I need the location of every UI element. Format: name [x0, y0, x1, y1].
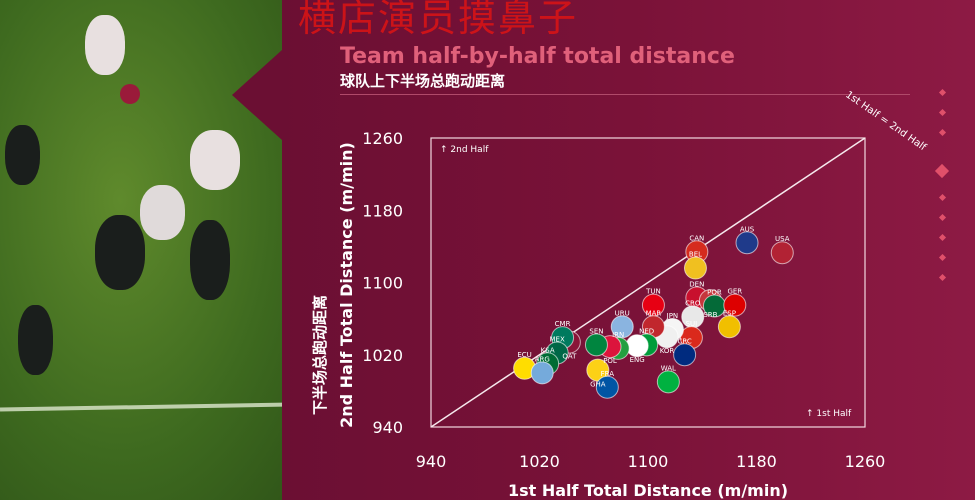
- flag-point-crc: [673, 343, 697, 367]
- y-tick-label: 940: [372, 418, 403, 437]
- point-label: IRN: [612, 331, 624, 339]
- player: [95, 215, 145, 290]
- point-label: WAL: [661, 364, 676, 372]
- y-axis-label-zh: 下半场总跑动距离: [311, 295, 329, 415]
- flag-point-bel: [683, 256, 707, 280]
- watermark: 横店演员摸鼻子: [298, 0, 579, 40]
- panel-notch: [232, 50, 282, 140]
- point-label: NED: [639, 327, 654, 335]
- corner-label-1st-half: ↑ 1st Half: [806, 409, 852, 419]
- point-label: POR: [707, 288, 722, 296]
- point-label: JPN: [666, 312, 679, 320]
- x-axis-label: 1st Half Total Distance (m/min): [508, 481, 788, 500]
- y-axis-label: 2nd Half Total Distance (m/min): [337, 142, 356, 428]
- point-label: CRC: [677, 337, 691, 345]
- point-label: KOR: [660, 347, 675, 355]
- point-label: AUS: [740, 225, 755, 233]
- player: [190, 130, 240, 190]
- title-divider: [340, 94, 910, 95]
- point-label: CRO: [685, 299, 701, 307]
- corner-label-2nd-half: ↑ 2nd Half: [440, 145, 489, 155]
- flag-point-esp: [717, 315, 741, 339]
- player: [18, 305, 53, 375]
- point-label: POL: [603, 357, 617, 365]
- player: [140, 185, 185, 240]
- point-label: DEN: [689, 280, 704, 288]
- flag-point-wal: [656, 370, 680, 394]
- point-label: SEN: [589, 327, 603, 335]
- point-label: ESP: [723, 309, 736, 317]
- x-tick-label: 1180: [736, 452, 777, 471]
- point-label: GER: [727, 288, 742, 296]
- flag-point-fra: [595, 375, 619, 399]
- y-tick-label: 1260: [362, 129, 403, 148]
- point-label: ARG: [535, 355, 550, 363]
- point-label: USA: [775, 235, 790, 243]
- flag-point-aus: [735, 231, 759, 255]
- flag-point-ger: [723, 293, 747, 317]
- point-label: SUI: [686, 320, 698, 328]
- chart-subtitle: 球队上下半场总跑动距离: [340, 72, 506, 90]
- x-tick-label: 1020: [519, 452, 560, 471]
- chart-panel: [282, 0, 975, 500]
- logo-emblem: [120, 84, 140, 104]
- point-label: MAR: [646, 309, 662, 317]
- point-label: FRA: [601, 370, 615, 378]
- point-labels: AUS CAN USA BEL DEN SRB TUN GER POR CRO ESP MAR URU J…: [517, 225, 789, 388]
- y-tick-label: 1020: [362, 346, 403, 365]
- flag-point-sen: [584, 333, 608, 357]
- point-label: ENG: [630, 356, 645, 364]
- point-label: KSA: [541, 346, 555, 354]
- player: [190, 220, 230, 300]
- point-label: TUN: [645, 288, 661, 296]
- x-tick-label: 1260: [845, 452, 886, 471]
- x-tick-label: 1100: [628, 452, 669, 471]
- point-label: BEL: [689, 251, 702, 259]
- point-label: CMR: [555, 320, 571, 328]
- point-label: MEX: [549, 335, 564, 343]
- y-tick-label: 1180: [362, 201, 403, 220]
- flag-points: [513, 231, 794, 399]
- flag-point-eng: [625, 334, 649, 358]
- point-label: GHA: [590, 381, 606, 389]
- chart-title: Team half-by-half total distance: [340, 44, 735, 69]
- y-tick-label: 1100: [362, 274, 403, 293]
- point-label: SRB: [703, 311, 717, 319]
- x-tick-label: 940: [416, 452, 447, 471]
- plot-frame: [430, 137, 866, 428]
- flag-point-arg: [530, 361, 554, 385]
- point-label: URU: [615, 309, 630, 317]
- player: [85, 15, 125, 75]
- point-label: CAN: [689, 234, 704, 242]
- player: [5, 125, 40, 185]
- flag-point-usa: [770, 241, 794, 265]
- point-label: ECU: [517, 351, 531, 359]
- diagonal-line: [430, 137, 866, 428]
- point-label: QAT: [562, 353, 577, 361]
